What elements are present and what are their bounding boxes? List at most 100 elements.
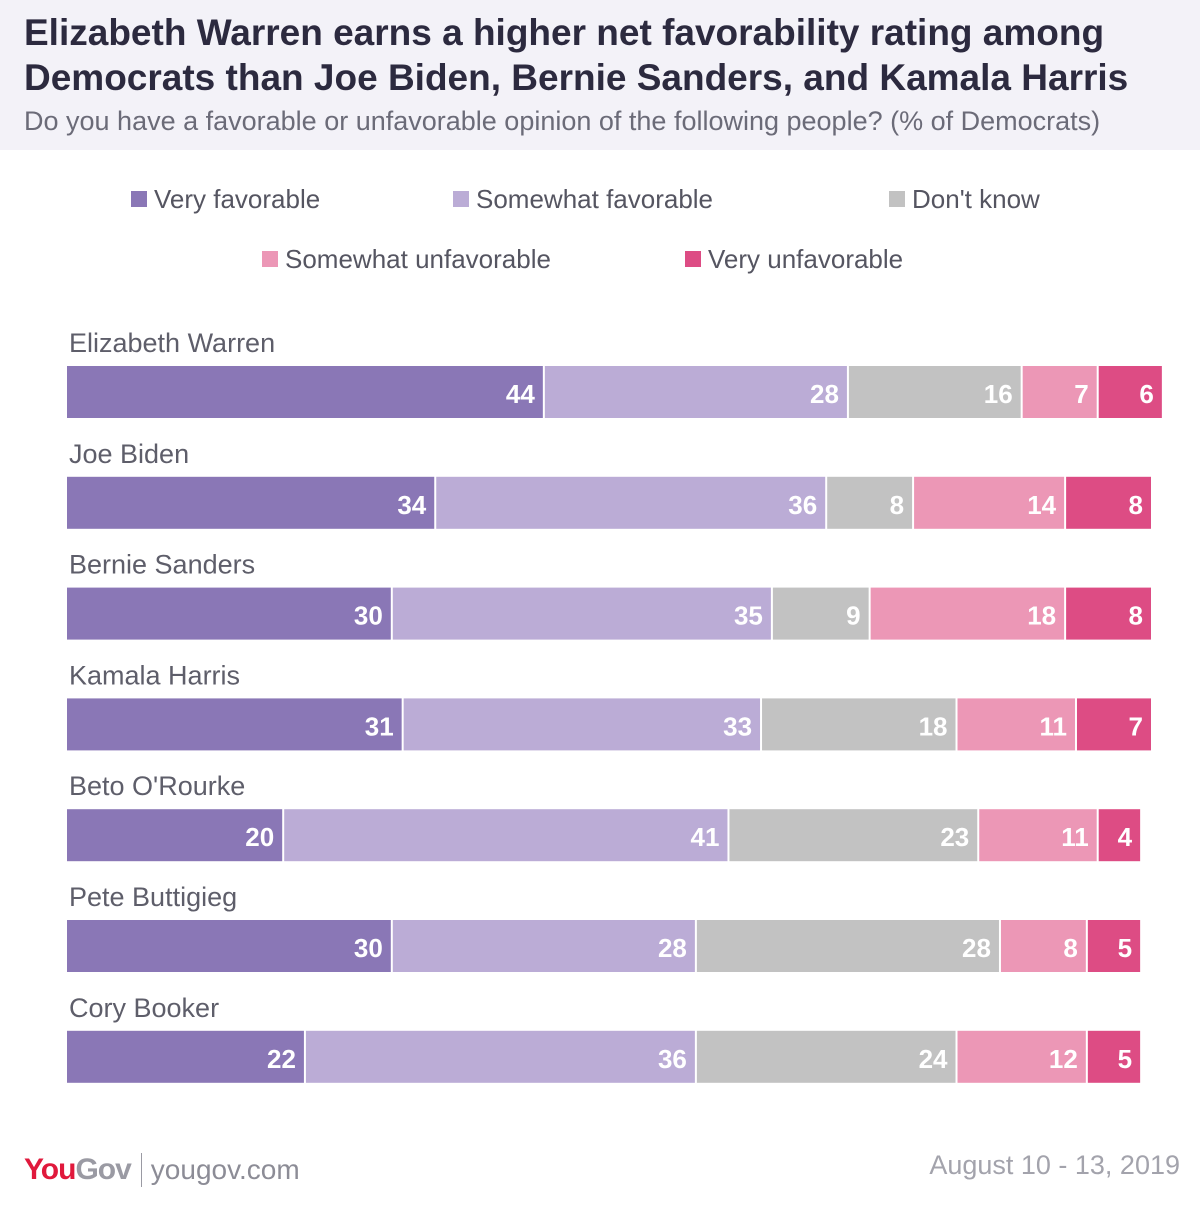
site-url: yougov.com [150,1154,300,1185]
data-label: 44 [506,379,535,409]
legend-item-very-favorable: Very favorable [131,184,320,214]
bar-segment-don-t-know [696,920,999,972]
data-label: 8 [1129,490,1143,520]
data-label: 41 [691,822,720,852]
bar-segment-very-unfavorable [1076,698,1151,751]
data-label: 8 [1063,933,1077,963]
category-label: Cory Booker [69,993,219,1023]
bar-segment-don-t-know [827,476,913,529]
legend-swatch [889,191,905,207]
data-label: 11 [1061,822,1089,852]
category-label: Pete Buttigieg [69,882,237,912]
bar-segment-somewhat-unfavorable [957,698,1075,751]
yougov-logo: YouGov [24,1153,132,1187]
data-label: 20 [245,822,274,852]
bar-segment-somewhat-favorable [544,366,847,418]
data-label: 22 [267,1044,296,1074]
category-label: Beto O'Rourke [69,771,245,801]
bar-segment-somewhat-unfavorable [914,476,1065,529]
chart-subtitle: Do you have a favorable or unfavorable o… [24,106,1101,136]
logo-gov: Gov [75,1153,131,1186]
category-label: Elizabeth Warren [69,328,275,358]
bar-segment-somewhat-favorable [392,920,695,972]
data-label: 35 [734,601,763,631]
logo-divider [140,1153,142,1187]
legend-swatch [685,251,701,267]
bar-segment-don-t-know [772,587,869,640]
bar-row-elizabeth-warren: Elizabeth Warren 44 28 16 7 6 [67,328,1162,418]
bar-segment-somewhat-unfavorable [1000,920,1086,972]
legend-label: Don't know [912,183,1040,214]
chart-title: Elizabeth Warren earns a higher net favo… [24,12,1129,98]
data-label: 28 [810,379,839,409]
bar-row-pete-buttigieg: Pete Buttigieg 30 28 28 8 5 [67,882,1141,972]
category-label: Joe Biden [69,439,189,469]
bar-segment-somewhat-favorable [305,1030,695,1083]
category-label: Kamala Harris [69,660,240,690]
legend-item-very-unfavorable: Very unfavorable [685,244,903,274]
data-label: 12 [1049,1044,1078,1074]
data-label: 5 [1118,1044,1132,1074]
bar-segment-somewhat-favorable [403,698,761,751]
bar-segment-somewhat-unfavorable [870,587,1065,640]
bar-segment-don-t-know [696,1030,956,1083]
bar-segment-somewhat-favorable [436,476,826,529]
category-label: Bernie Sanders [69,550,255,580]
legend-swatch [131,191,147,207]
bar-segment-very-unfavorable [1098,366,1162,418]
bar-segment-very-unfavorable [1066,587,1151,640]
bar-row-cory-booker: Cory Booker 22 36 24 12 5 [67,993,1141,1083]
data-label: 31 [365,711,394,741]
data-label: 14 [1027,490,1056,520]
data-label: 7 [1129,711,1143,741]
legend-item-dont-know: Don't know [889,184,1040,214]
data-label: 36 [788,490,817,520]
bar-segment-somewhat-unfavorable [979,809,1097,862]
bar-segment-very-favorable [67,809,283,862]
bar-segment-somewhat-favorable [392,587,771,640]
data-label: 34 [397,490,426,520]
data-label: 6 [1139,379,1153,409]
data-label: 24 [919,1044,948,1074]
bar-segment-very-favorable [67,698,402,751]
legend-label: Very favorable [154,183,321,214]
bar-segment-very-favorable [67,920,391,972]
bar-row-bernie-sanders: Bernie Sanders 30 35 9 18 8 [67,550,1151,640]
data-label: 9 [846,601,860,631]
bar-segment-somewhat-unfavorable [1022,366,1097,418]
data-label: 16 [984,379,1013,409]
data-label: 11 [1039,711,1067,741]
data-label: 30 [354,601,383,631]
legend-label: Somewhat unfavorable [285,243,551,274]
data-label: 23 [940,822,969,852]
bar-segment-very-unfavorable [1066,476,1151,529]
data-label: 7 [1074,379,1088,409]
bar-segment-somewhat-favorable [284,809,728,862]
logo-you: You [24,1153,76,1186]
legend-swatch [453,191,469,207]
bar-segment-very-unfavorable [1098,809,1141,862]
bar-segment-very-favorable [67,476,435,529]
bar-segment-very-favorable [67,366,543,418]
bar-row-kamala-harris: Kamala Harris 31 33 18 11 7 [67,660,1151,751]
bar-segment-very-favorable [67,1030,304,1083]
bar-segment-very-unfavorable [1087,920,1141,972]
bar-segment-don-t-know [848,366,1021,418]
data-label: 28 [962,933,991,963]
legend-label: Very unfavorable [708,243,904,274]
data-label: 36 [658,1044,687,1074]
legend-swatch [262,251,278,267]
data-label: 28 [658,933,687,963]
legend-item-somewhat-favorable: Somewhat favorable [453,184,713,214]
bar-segment-very-favorable [67,587,391,640]
bar-segment-very-unfavorable [1087,1030,1141,1083]
footer-brand: YouGov yougov.com [24,1150,300,1190]
header: Elizabeth Warren earns a higher net favo… [0,0,1200,150]
data-label: 5 [1118,933,1132,963]
bar-row-joe-biden: Joe Biden 34 36 8 14 8 [67,439,1151,529]
data-label: 18 [1027,601,1056,631]
bar-segment-somewhat-unfavorable [957,1030,1086,1083]
data-label: 8 [890,490,904,520]
data-label: 8 [1129,601,1143,631]
